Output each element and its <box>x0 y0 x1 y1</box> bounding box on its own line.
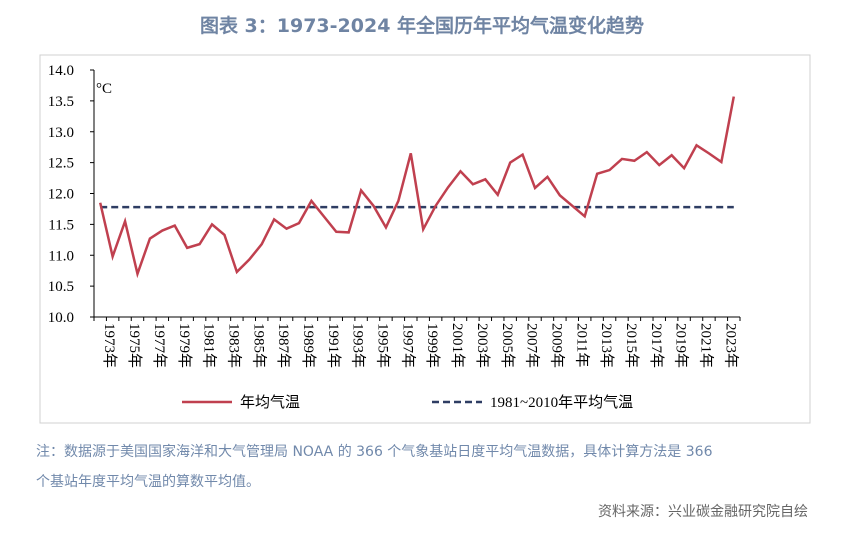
x-tick-label: 1977年 <box>151 323 168 368</box>
y-tick-label: 11.5 <box>48 217 74 233</box>
x-tick-label: 2023年 <box>722 323 739 368</box>
x-tick-label: 1991年 <box>325 323 342 368</box>
y-tick-label: 12.5 <box>48 156 74 172</box>
x-tick-label: 1985年 <box>250 323 267 368</box>
x-tick-label: 2001年 <box>449 323 466 368</box>
x-tick-label: 1973年 <box>101 323 118 368</box>
y-tick-label: 13.0 <box>48 125 74 141</box>
x-tick-label: 1975年 <box>126 323 143 368</box>
y-tick-label: 11.0 <box>48 248 74 264</box>
y-tick-label: 13.5 <box>48 94 74 110</box>
x-tick-label: 1999年 <box>424 323 441 368</box>
chart-title: 图表 3：1973-2024 年全国历年平均气温变化趋势 <box>200 14 644 37</box>
y-tick-label: 14.0 <box>48 63 74 79</box>
x-tick-label: 2017年 <box>648 323 665 368</box>
x-tick-label: 1995年 <box>375 323 392 368</box>
x-tick-label: 2019年 <box>673 323 690 368</box>
x-tick-label: 1993年 <box>350 323 367 368</box>
unit-label: °C <box>96 81 112 97</box>
x-tick-label: 2021年 <box>698 323 715 368</box>
x-tick-label: 2013年 <box>598 323 615 368</box>
x-tick-label: 1981年 <box>201 323 218 368</box>
line-series <box>98 96 736 279</box>
legend-label: 1981~2010年平均气温 <box>490 394 633 411</box>
x-tick-label: 2011年 <box>573 323 590 367</box>
y-tick-label: 12.0 <box>48 187 74 203</box>
x-tick-label: 2005年 <box>499 323 516 368</box>
x-tick-label: 1979年 <box>176 323 193 368</box>
x-tick-label: 1997年 <box>399 323 416 368</box>
x-tick-label: 2015年 <box>623 323 640 368</box>
y-tick-label: 10.0 <box>48 310 74 326</box>
x-tick-label: 1989年 <box>300 323 317 368</box>
x-tick-label: 2009年 <box>548 323 565 368</box>
x-tick-label: 1983年 <box>225 323 242 368</box>
legend-label: 年均气温 <box>240 394 300 411</box>
y-tick-label: 10.5 <box>48 279 74 295</box>
source: 资料来源：兴业碳金融研究院自绘 <box>598 504 808 520</box>
note: 注：数据源于美国国家海洋和大气管理局 NOAA 的 366 个气象基站日度平均气… <box>36 443 713 460</box>
x-tick-label: 2007年 <box>524 323 541 368</box>
chart-frame <box>39 54 811 424</box>
x-tick-label: 1987年 <box>275 323 292 368</box>
x-tick-label: 2003年 <box>474 323 491 368</box>
note: 个基站年度平均气温的算数平均值。 <box>36 473 260 490</box>
